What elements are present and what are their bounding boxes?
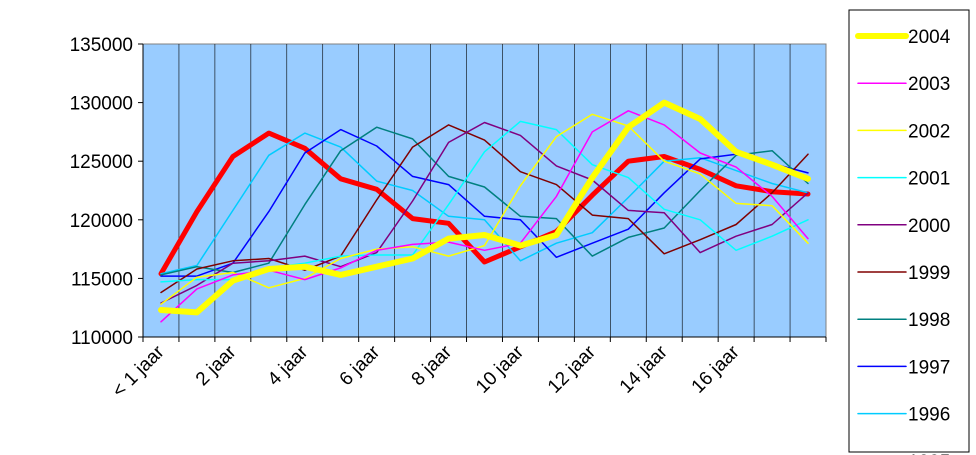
- y-tick-label: 110000: [71, 328, 133, 349]
- x-tick-label: 2 jaar: [192, 341, 241, 390]
- legend-label-2000: 2000: [908, 216, 950, 237]
- series-line-1999: [160, 124, 809, 294]
- legend-label-2002: 2002: [908, 121, 950, 142]
- legend-label-1995: 1995: [908, 452, 950, 455]
- x-tick-label: 10 jaar: [472, 341, 528, 397]
- series-line-1997: [160, 128, 809, 277]
- x-axis: < 1 jaar 2 jaar 4 jaar 6 jaar 8 jaar 10 jaar 1…: [108, 336, 827, 402]
- legend-label-1997: 1997: [908, 357, 950, 378]
- x-tick-label: 16 jaar: [688, 341, 744, 397]
- legend-label-2001: 2001: [908, 169, 950, 190]
- y-tick-label: 125000: [70, 152, 133, 173]
- y-axis: 110000 115000 120000 125000 130000 135000: [70, 35, 144, 349]
- series-line-1998: [160, 126, 809, 276]
- y-tick-label: 115000: [71, 269, 133, 290]
- x-tick-label: 12 jaar: [544, 341, 600, 397]
- y-tick-label: 120000: [70, 211, 133, 232]
- x-tick-label: 6 jaar: [336, 341, 385, 390]
- series-line-1995: [158, 130, 811, 277]
- plot-area: [142, 43, 827, 338]
- legend-label-1998: 1998: [908, 310, 950, 331]
- series-line-1996: [160, 132, 809, 275]
- legend-label-1999: 1999: [908, 263, 950, 284]
- legend-label-2003: 2003: [908, 74, 950, 95]
- x-tick-label: 8 jaar: [408, 341, 457, 390]
- y-tick-label: 135000: [70, 35, 133, 56]
- legend-label-1996: 1996: [908, 405, 950, 426]
- x-tick-label: 14 jaar: [616, 341, 672, 397]
- series-line-2002: [160, 113, 809, 305]
- legend-label-2004: 2004: [908, 27, 951, 48]
- legend: 2004 2003 2002 2001 2000 1999 1998 1997 1996 1995: [855, 27, 951, 455]
- series-lines: [158, 99, 811, 323]
- series-line-2004: [158, 99, 811, 316]
- x-tick-label: 4 jaar: [264, 341, 313, 390]
- x-tick-label: < 1 jaar: [108, 341, 169, 402]
- y-tick-label: 130000: [70, 94, 133, 115]
- series-line-2000: [160, 121, 809, 304]
